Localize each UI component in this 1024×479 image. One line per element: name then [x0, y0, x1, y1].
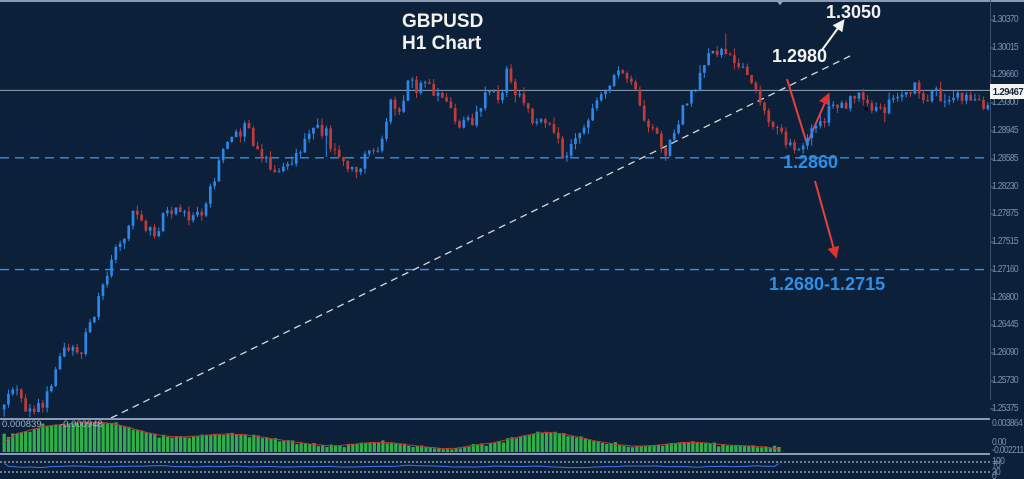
- svg-text:0.000839: 0.000839: [2, 419, 42, 430]
- svg-text:-0.000948: -0.000948: [60, 419, 103, 430]
